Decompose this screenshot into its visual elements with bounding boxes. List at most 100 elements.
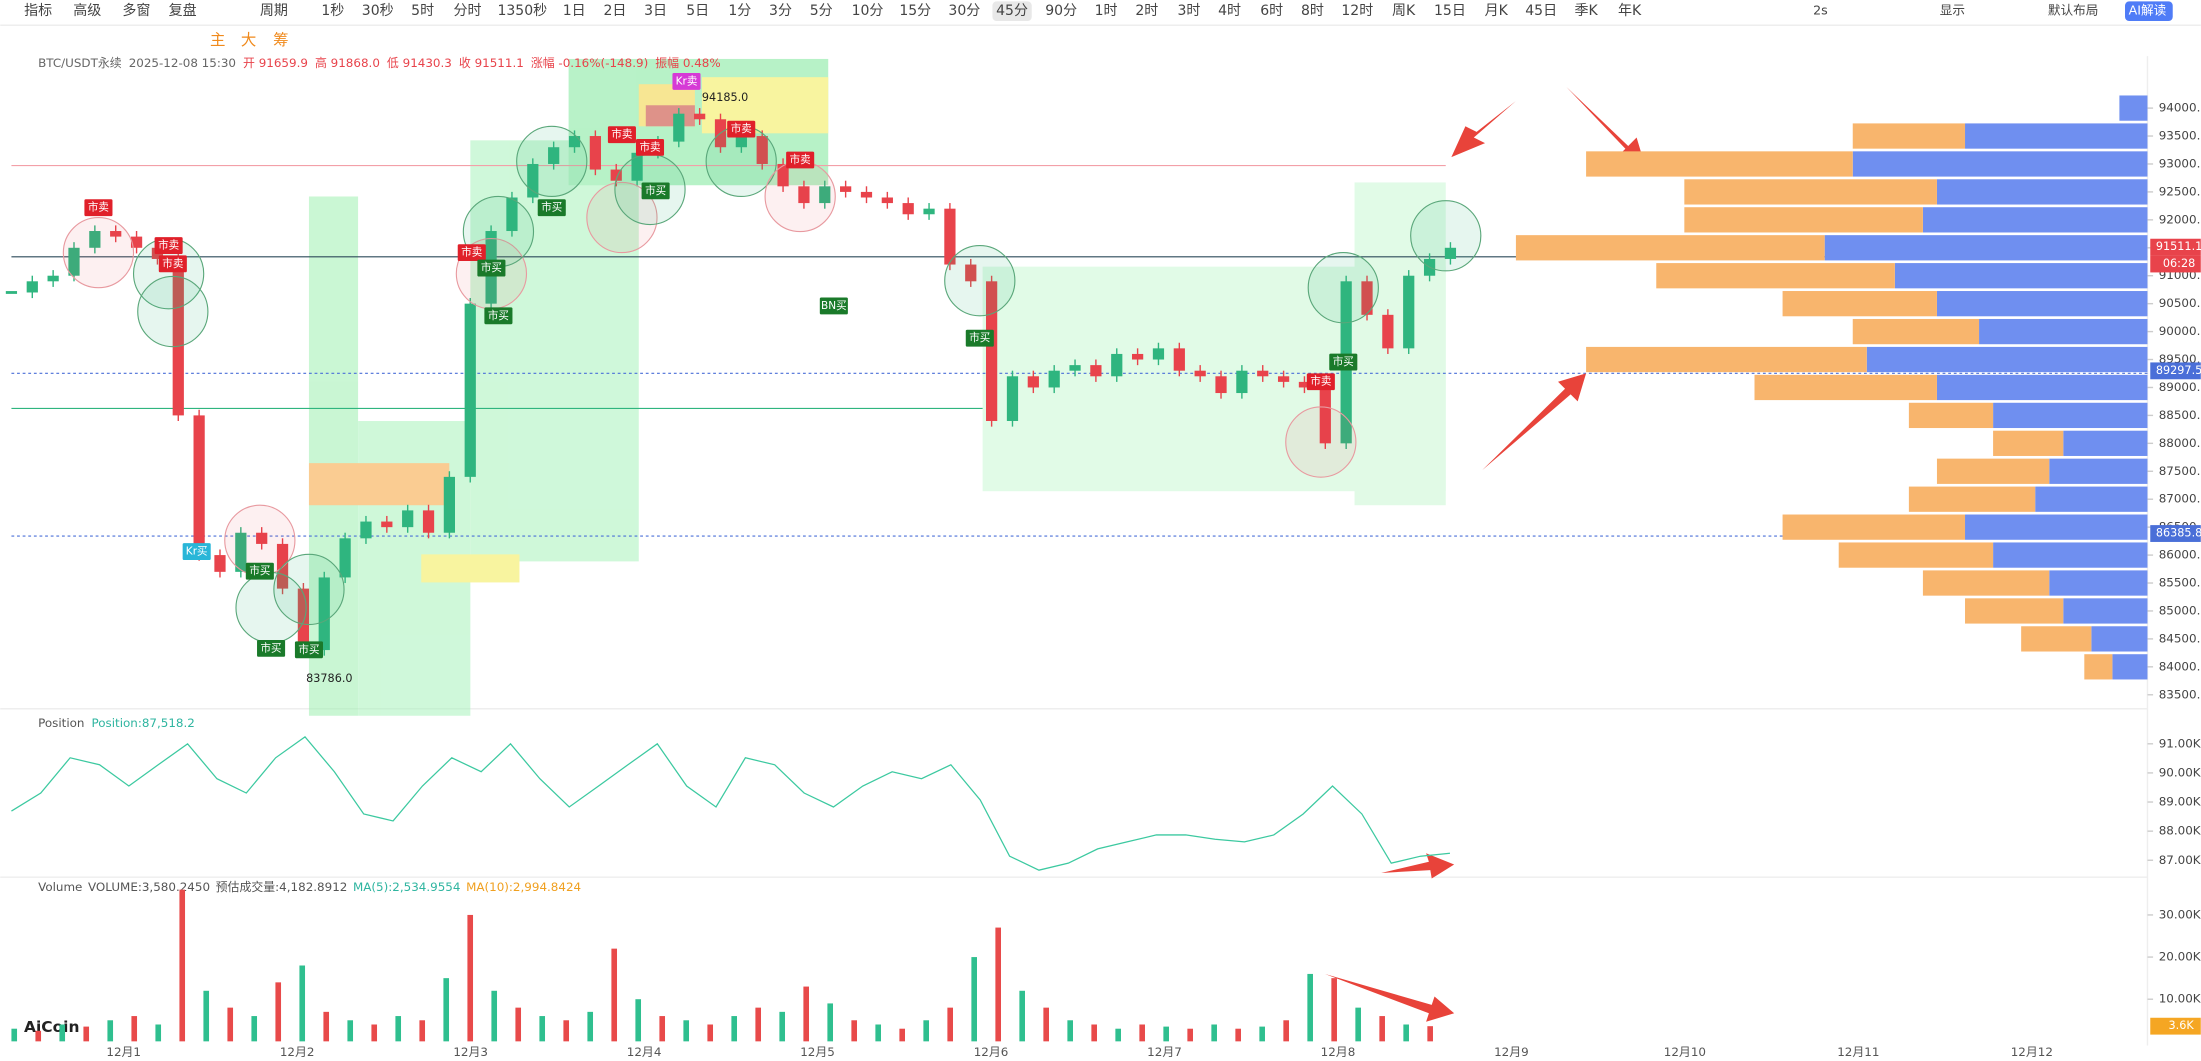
- volume-bar: [1067, 1020, 1073, 1042]
- header-field: 低 91430.3: [387, 56, 452, 70]
- candle: [339, 538, 351, 578]
- y-tick-label: 83500.0: [2159, 687, 2201, 701]
- y-tick-label: 94000.0: [2159, 101, 2201, 115]
- candle: [256, 532, 268, 544]
- price-tag-label: 91511.1: [2156, 240, 2201, 253]
- header-field: 收 91511.1: [459, 56, 524, 70]
- candle: [360, 521, 372, 539]
- volume-bar: [107, 1020, 114, 1042]
- toolbar-item[interactable]: 5日: [686, 3, 709, 19]
- volume-bar: [467, 914, 474, 1042]
- volume-bar: [731, 1016, 738, 1042]
- volume-bar: [1331, 978, 1337, 1042]
- toolbar-item[interactable]: 30分: [948, 3, 980, 19]
- volume-tag-label: 3.6K: [2169, 1019, 2195, 1032]
- toolbar-item[interactable]: 默认布局: [2048, 3, 2099, 18]
- x-tick-label: 12月6: [974, 1045, 1009, 1059]
- toolbar-item[interactable]: 2时: [1135, 3, 1158, 19]
- toolbar-item[interactable]: 4时: [1218, 3, 1241, 19]
- toolbar-item[interactable]: 3日: [644, 3, 667, 19]
- volume-bar: [1235, 1028, 1241, 1042]
- toolbar-item[interactable]: 显示: [1940, 3, 1965, 18]
- signal-circle: [944, 245, 1016, 317]
- profile-buy: [1993, 542, 2148, 568]
- x-tick-label: 12月8: [1321, 1045, 1356, 1059]
- toolbar-item[interactable]: AI解读: [2129, 3, 2167, 18]
- candle: [172, 258, 184, 416]
- toolbar-item[interactable]: 45分: [996, 3, 1028, 19]
- profile-sell: [1936, 458, 2050, 484]
- toolbar-item[interactable]: 3时: [1177, 3, 1200, 19]
- profile-buy: [1936, 179, 2148, 205]
- legend-entry: VOLUME:3,580.2450: [88, 879, 210, 893]
- toolbar-item[interactable]: 15日: [1434, 3, 1466, 19]
- toolbar-item[interactable]: 2日: [603, 3, 626, 19]
- profile-buy: [1824, 235, 2148, 261]
- candle: [1194, 370, 1206, 377]
- toolbar-item[interactable]: 季K: [1574, 3, 1598, 19]
- tool-item[interactable]: 筹: [273, 31, 288, 49]
- candle: [1090, 365, 1102, 377]
- toolbar-item[interactable]: 复盘: [169, 2, 197, 19]
- chart-header: BTC/USDT永续 2025-12-08 15:30 开 91659.9 高 918…: [38, 56, 721, 70]
- signal-circle: [1285, 406, 1357, 478]
- candle: [777, 163, 789, 187]
- candle: [1111, 353, 1123, 377]
- volume-bar: [707, 1024, 714, 1042]
- signal-label: Kr卖: [676, 75, 698, 87]
- signal-badge: [457, 244, 486, 262]
- toolbar-item[interactable]: 分时: [454, 3, 482, 19]
- candle: [297, 588, 310, 651]
- toolbar-item[interactable]: 月K: [1485, 3, 1509, 19]
- candle: [902, 203, 914, 215]
- legend-entry: MA(10):2,994.8424: [466, 879, 581, 893]
- toolbar-item[interactable]: 15分: [899, 3, 931, 19]
- toolbar-item[interactable]: 30秒: [362, 3, 394, 19]
- toolbar-item[interactable]: 45日: [1525, 3, 1557, 19]
- toolbar-item[interactable]: 多窗: [122, 2, 150, 19]
- toolbar-item[interactable]: 周期: [260, 3, 288, 19]
- tool-item[interactable]: 主: [210, 31, 225, 49]
- candle: [193, 415, 205, 556]
- toolbar-item[interactable]: 高级: [73, 2, 101, 19]
- toolbar-item[interactable]: 年K: [1618, 3, 1642, 19]
- candle: [5, 291, 18, 294]
- volume-bar: [1259, 1026, 1265, 1042]
- profile-buy: [1922, 207, 2148, 233]
- toolbar-item[interactable]: 5分: [810, 3, 833, 19]
- profile-sell: [1838, 542, 1994, 568]
- toolbar-item[interactable]: 12时: [1341, 3, 1373, 19]
- price-tag-label: 86385.8: [2156, 527, 2201, 540]
- toolbar-item[interactable]: 指标: [24, 3, 52, 19]
- tool-item[interactable]: 大: [241, 31, 256, 49]
- signal-badge: [635, 138, 665, 156]
- toolbar-item[interactable]: 3分: [769, 3, 792, 19]
- toolbar-item[interactable]: 1分: [728, 3, 751, 19]
- candle: [589, 136, 601, 170]
- volume-bar: [395, 1016, 402, 1042]
- signal-label: 市卖: [1310, 375, 1331, 388]
- toolbar-item[interactable]: 5时: [411, 3, 434, 19]
- profile-sell: [1782, 291, 1937, 317]
- y-tick-label: 30.00K: [2159, 907, 2201, 921]
- price-tag: [2150, 362, 2201, 380]
- signal-circle: [586, 181, 658, 254]
- volume-bar: [1187, 1028, 1193, 1042]
- toolbar-item[interactable]: 1时: [1095, 3, 1118, 19]
- toolbar-item[interactable]: 1350秒: [497, 3, 547, 19]
- toolbar-item[interactable]: 周K: [1392, 3, 1416, 19]
- toolbar-item[interactable]: 6时: [1260, 3, 1283, 19]
- y-tick-label: 89.00K: [2159, 795, 2201, 809]
- candle: [610, 169, 622, 181]
- signal-circle: [1307, 252, 1379, 324]
- profile-sell: [1656, 263, 1895, 289]
- toolbar-item[interactable]: 1秒: [321, 3, 344, 19]
- toolbar-item[interactable]: 90分: [1045, 3, 1077, 19]
- toolbar-item[interactable]: 2s: [1813, 3, 1828, 18]
- toolbar-item[interactable]: 10分: [852, 3, 884, 19]
- x-tick-label: 12月2: [280, 1045, 315, 1059]
- candle: [1257, 370, 1269, 377]
- toolbar-item[interactable]: 1日: [563, 3, 586, 19]
- profile-buy: [1852, 151, 2148, 177]
- toolbar-item[interactable]: 8时: [1301, 3, 1324, 19]
